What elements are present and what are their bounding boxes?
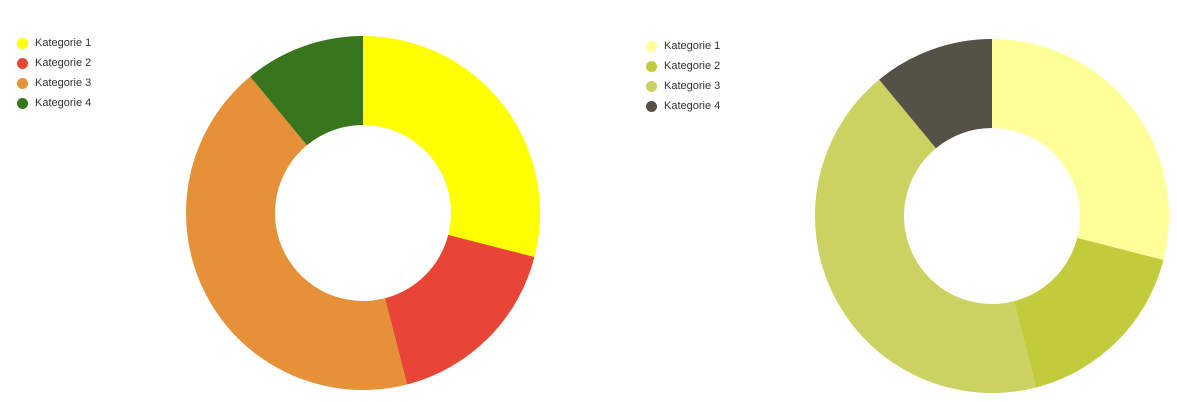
donut-2-svg	[815, 39, 1169, 394]
chart-1-slice-3[interactable]	[186, 76, 408, 391]
chart-2-legend-swatch-4	[646, 100, 657, 112]
chart-1-legend-label-1: Kategorie 1	[35, 37, 92, 49]
chart-1-legend-swatch-1	[17, 37, 28, 49]
chart-1-legend-swatch-2	[17, 57, 28, 69]
chart-1-legend-item-2[interactable]: Kategorie 2	[17, 53, 91, 73]
chart-2-slice-4[interactable]	[879, 39, 992, 149]
chart-1-slice-4[interactable]	[250, 36, 363, 146]
chart-2-legend-item-4[interactable]: Kategorie 4	[646, 96, 720, 116]
chart-2-legend-item-1[interactable]: Kategorie 1	[646, 36, 720, 56]
chart-1-legend-item-4[interactable]: Kategorie 4	[17, 93, 91, 113]
chart-1-legend: Kategorie 1 Kategorie 2 Kategorie 3 Kate…	[17, 33, 91, 113]
chart-2-slice-2[interactable]	[1013, 237, 1164, 388]
chart-1-legend-label-2: Kategorie 2	[35, 57, 92, 69]
donut-chart-2: Kategorie 1 Kategorie 2 Kategorie 3 Kate…	[589, 0, 1177, 402]
chart-1-legend-item-3[interactable]: Kategorie 3	[17, 73, 91, 93]
chart-2-legend-swatch-2	[646, 60, 657, 72]
chart-1-slice-1[interactable]	[363, 36, 540, 258]
chart-2-legend-swatch-1	[646, 40, 657, 52]
chart-1-legend-label-3: Kategorie 3	[35, 77, 92, 89]
chart-1-legend-label-4: Kategorie 4	[35, 97, 92, 109]
chart-2-legend-item-3[interactable]: Kategorie 3	[646, 76, 720, 96]
donut-chart-1: Kategorie 1 Kategorie 2 Kategorie 3 Kate…	[0, 0, 588, 402]
chart-2-legend: Kategorie 1 Kategorie 2 Kategorie 3 Kate…	[646, 36, 720, 116]
chart-2-legend-label-3: Kategorie 3	[664, 80, 721, 92]
donut-1-svg	[186, 36, 540, 391]
chart-2-legend-label-2: Kategorie 2	[664, 60, 721, 72]
chart-2-legend-swatch-3	[646, 80, 657, 92]
chart-1-legend-swatch-4	[17, 97, 28, 109]
chart-2-legend-item-2[interactable]: Kategorie 2	[646, 56, 720, 76]
chart-2-legend-label-4: Kategorie 4	[664, 100, 721, 112]
chart-1-legend-item-1[interactable]: Kategorie 1	[17, 33, 91, 53]
chart-2-legend-label-1: Kategorie 1	[664, 40, 721, 52]
chart-1-slice-2[interactable]	[384, 234, 535, 385]
chart-1-legend-swatch-3	[17, 77, 28, 89]
chart-2-slice-3[interactable]	[815, 79, 1037, 394]
chart-2-slice-1[interactable]	[992, 39, 1169, 261]
